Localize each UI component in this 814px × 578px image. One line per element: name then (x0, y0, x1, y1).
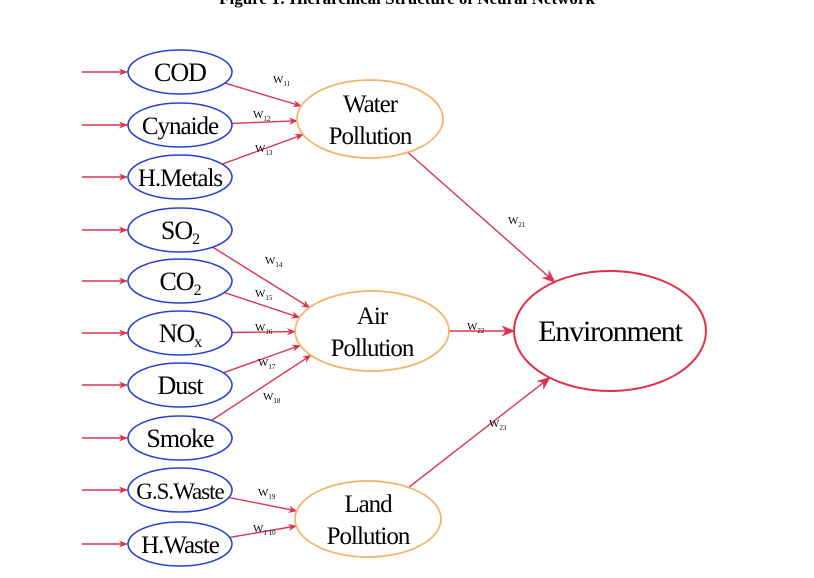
input-node-shape (127, 207, 233, 253)
input-node-shape (127, 467, 233, 513)
hidden-node-label-line1: Air (357, 303, 389, 330)
edge-gswaste-to-land (228, 496, 298, 513)
input-node-shape (127, 49, 233, 95)
weight-label-15: W15 (255, 288, 273, 302)
input-node-label: G.S.Waste (136, 479, 224, 504)
input-node-cod: COD (127, 49, 233, 95)
input-node-label: H.Metals (138, 165, 223, 192)
output-node-shape (513, 270, 707, 392)
hidden-node-shape (294, 480, 442, 558)
weight-label-11: W11 (273, 74, 291, 88)
edge-cod-to-water (224, 82, 303, 108)
input-node-label: NOx (159, 319, 203, 351)
weight-label-16: W16 (255, 322, 273, 336)
hidden-node-shape (296, 79, 444, 159)
input-node-shape (127, 362, 233, 408)
edge-smoke-to-air (211, 354, 312, 422)
edges-layer: W11 W12 W13 W14 W15 W16 W17 W18 W19 W1 10 W21 W22 W2… (82, 68, 556, 548)
edge-hwaste-to-land (229, 523, 298, 539)
hidden-node-shape (294, 290, 450, 372)
hidden-node-label-line2: Pollution (331, 335, 415, 362)
hidden-node-water: Water Pollution (296, 79, 444, 159)
input-node-hwaste: H.Waste (127, 521, 233, 567)
edge-water-to-env (407, 151, 556, 283)
weight-label-13: W13 (255, 143, 273, 157)
input-node-cynaide: Cynaide (127, 102, 233, 148)
input-node-label: Cynaide (142, 113, 219, 140)
input-node-label: SO2 (161, 216, 200, 248)
weight-label-12: W12 (253, 109, 271, 123)
input-node-hmetals: H.Metals (127, 154, 233, 200)
edge-co2-to-air (224, 291, 301, 319)
hidden-node-land: Land Pollution (294, 480, 442, 558)
input-node-smoke: Smoke (127, 415, 233, 461)
input-node-nox: NOx (127, 310, 233, 356)
input-node-label: CO2 (159, 267, 201, 299)
input-node-label: COD (154, 58, 206, 87)
input-node-label: Dust (157, 371, 204, 400)
edge-land-to-env (408, 376, 551, 488)
weight-label-17: W17 (258, 357, 276, 371)
input-node-shape (127, 415, 233, 461)
edge-so2-to-air (212, 246, 311, 309)
hidden-node-label-line1: Water (343, 91, 399, 118)
edge-cynaide-to-water (231, 117, 298, 125)
edge-dust-to-air (223, 344, 302, 374)
input-node-co2: CO2 (127, 258, 233, 304)
weight-label-18: W18 (263, 391, 281, 405)
input-node-shape (127, 102, 233, 148)
edge-hmetals-to-water (221, 133, 304, 165)
input-node-gswaste: G.S.Waste (127, 467, 233, 513)
hidden-node-label-line1: Land (344, 491, 393, 518)
input-node-dust: Dust (127, 362, 233, 408)
input-node-label: Smoke (146, 424, 214, 453)
input-node-shape (127, 258, 233, 304)
weight-label-23: W23 (489, 418, 507, 432)
weight-label-14: W14 (265, 255, 283, 269)
weight-label-22: W22 (467, 321, 485, 335)
input-node-shape (127, 310, 233, 356)
input-node-shape (127, 521, 233, 567)
input-node-so2: SO2 (127, 207, 233, 253)
edge-nox-to-air (231, 328, 296, 336)
hidden-node-label-line2: Pollution (329, 123, 413, 150)
output-node-environment: Environment (513, 270, 707, 392)
hidden-node-air: Air Pollution (294, 290, 450, 372)
input-node-shape (127, 154, 233, 200)
output-node-label: Environment (538, 315, 683, 348)
weight-label-21: W21 (508, 215, 526, 229)
weight-label-110: W1 10 (253, 523, 276, 537)
figure-caption: Figure 1: Hierarchical Structure of Neur… (219, 0, 595, 8)
weight-label-19: W19 (258, 487, 276, 501)
nodes-layer: COD Cynaide H.Metals SO2 CO2 NOx Dust Smoke G.S.… (127, 49, 707, 567)
input-node-label: H.Waste (141, 532, 220, 559)
hidden-node-label-line2: Pollution (327, 523, 411, 550)
